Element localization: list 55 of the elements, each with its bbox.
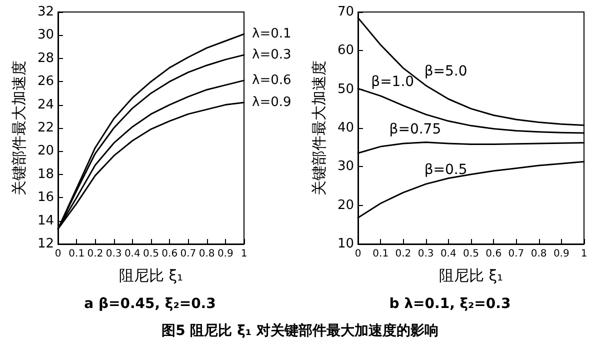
caption: 图5 阻尼比 ξ₁ 对关键部件最大加速度的影响 bbox=[160, 322, 440, 340]
y-axis-title: 关键部件最大加速度 bbox=[310, 60, 328, 196]
x-tick-label: 0.8 bbox=[198, 248, 215, 260]
y-tick-label: 20 bbox=[37, 144, 54, 159]
y-tick-label: 10 bbox=[337, 236, 354, 252]
y-tick-label: 32 bbox=[37, 4, 54, 20]
x-tick-label: 0.2 bbox=[87, 248, 104, 260]
x-axis-title: 阻尼比 ξ₁ bbox=[438, 266, 504, 284]
text: a β=0.45, ξ₂=0.3 bbox=[84, 296, 216, 312]
y-tick-label: 50 bbox=[337, 82, 354, 97]
text: b λ=0.1, ξ₂=0.3 bbox=[389, 296, 511, 312]
y-tick-label: 12 bbox=[37, 236, 54, 252]
x-tick-label: 0.1 bbox=[68, 248, 85, 260]
x-axis-title: 阻尼比 ξ₁ bbox=[118, 266, 184, 284]
x-tick-label: 0.3 bbox=[106, 248, 122, 260]
y-tick-label: 18 bbox=[37, 166, 54, 182]
series-label: β=5.0 bbox=[424, 63, 468, 80]
series-label: β=0.75 bbox=[389, 121, 442, 138]
y-tick-label: 20 bbox=[337, 198, 354, 213]
x-tick-label: 1 bbox=[240, 248, 248, 260]
x-tick-label: 0.4 bbox=[124, 248, 140, 260]
y-tick-label: 14 bbox=[37, 213, 54, 228]
x-tick-label: 0.9 bbox=[553, 248, 570, 260]
y-tick-label: 40 bbox=[337, 120, 354, 136]
y-tick-label: 26 bbox=[37, 74, 54, 90]
x-tick-label: 0.5 bbox=[143, 248, 159, 260]
x-tick-label: 0.9 bbox=[217, 248, 234, 260]
x-tick-label: 0.7 bbox=[180, 248, 196, 260]
series-label: λ=0.1 bbox=[252, 26, 292, 42]
x-tick-label: 0 bbox=[54, 248, 62, 260]
y-tick-label: 70 bbox=[337, 4, 354, 20]
series-label: β=0.5 bbox=[424, 162, 468, 178]
y-tick-label: 16 bbox=[37, 190, 54, 206]
x-tick-label: 1 bbox=[580, 248, 588, 260]
series-label: β=1.0 bbox=[371, 74, 414, 90]
x-tick-label: 0.7 bbox=[508, 248, 524, 260]
y-tick-label: 22 bbox=[37, 120, 54, 136]
x-tick-label: 0.2 bbox=[395, 248, 412, 260]
series-label: λ=0.3 bbox=[252, 47, 292, 62]
series-label: λ=0.6 bbox=[252, 72, 292, 88]
y-tick-label: 60 bbox=[337, 43, 354, 58]
x-tick-label: 0.4 bbox=[440, 248, 456, 260]
y-tick-label: 30 bbox=[337, 159, 354, 174]
x-tick-label: 0.1 bbox=[372, 248, 389, 260]
x-tick-label: 0.6 bbox=[486, 248, 502, 260]
y-axis-title: 关键部件最大加速度 bbox=[10, 60, 28, 196]
y-tick-label: 30 bbox=[37, 28, 54, 43]
x-tick-label: 0.5 bbox=[463, 248, 479, 260]
x-tick-label: 0.6 bbox=[162, 248, 178, 260]
series-label: λ=0.9 bbox=[252, 94, 292, 110]
x-tick-label: 0 bbox=[354, 248, 362, 260]
y-tick-label: 28 bbox=[37, 50, 54, 66]
x-tick-label: 0.8 bbox=[530, 248, 547, 260]
x-tick-label: 0.3 bbox=[418, 248, 434, 260]
y-tick-label: 24 bbox=[37, 97, 54, 112]
